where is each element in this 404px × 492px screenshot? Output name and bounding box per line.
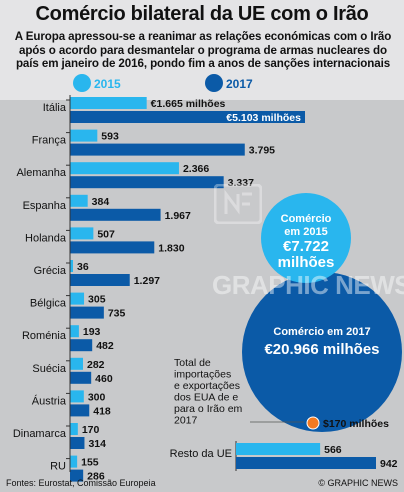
bar-2015: [70, 129, 98, 142]
bar-2015: [70, 455, 78, 468]
category-label: Áustria: [32, 394, 67, 407]
bar-2017: [70, 437, 85, 449]
us-note-line: para o Irão em: [174, 403, 243, 415]
bar-2015: [70, 325, 79, 338]
category-label: Roménia: [22, 330, 67, 342]
category-label: Espanha: [23, 200, 67, 212]
bar-2017: [70, 306, 104, 319]
subtitle-line: A Europa apressou-se a reanimar as relaç…: [14, 30, 392, 43]
sources-note: Fontes: Eurostat, Comissão Europeia: [6, 478, 156, 488]
value-label-2017: 1.967: [165, 210, 191, 222]
value-label-2017: 482: [96, 340, 114, 352]
legend-marker-2015: [73, 74, 91, 92]
category-label: Alemanha: [16, 167, 66, 179]
value-label-2015: 300: [88, 391, 106, 403]
value-label-2015: 155: [81, 457, 99, 469]
chart-title: Comércio bilateral da UE com o Irão: [35, 3, 369, 25]
us-note-line: importações: [174, 369, 231, 381]
category-label: Grécia: [34, 265, 67, 277]
value-label-2017: 460: [95, 373, 113, 385]
bar-2015: [70, 97, 147, 109]
value-label-2015: 2.366: [183, 163, 209, 175]
value-label-2017: 735: [108, 308, 126, 320]
value-label-2015: 170: [82, 424, 100, 436]
total-2015-value: milhões: [278, 254, 335, 271]
category-label: RU: [50, 461, 66, 473]
value-label-2015: 305: [88, 294, 106, 306]
bar-2015: [70, 423, 78, 435]
rest-of-eu-value-2017: 942: [380, 458, 398, 470]
bar-2015: [70, 390, 84, 403]
bar-2015: [70, 292, 85, 305]
us-note-line: 2017: [174, 415, 198, 427]
value-label-2017: 3.795: [249, 145, 275, 157]
bar-2017: [70, 274, 130, 286]
bar-2017: [70, 208, 161, 221]
total-2017-value: €20.966 milhões: [264, 341, 379, 358]
bar-2015: [70, 260, 73, 272]
bar-2015: [70, 162, 179, 175]
bar-2017: [70, 371, 92, 384]
category-label: Dinamarca: [13, 428, 67, 440]
bar-2015: [70, 357, 83, 370]
us-note-value: $170 milhões: [323, 418, 389, 430]
chart-subtitle: A Europa apressou-se a reanimar as relaç…: [6, 30, 400, 71]
category-label: Bélgica: [30, 298, 67, 310]
legend-label-2015: 2015: [94, 77, 121, 91]
bar-2015: [70, 194, 88, 207]
total-2017-bubble: [242, 272, 402, 432]
value-label-2015: 36: [77, 261, 89, 273]
rest-of-eu-bar-2017: [236, 457, 376, 469]
total-2015-label: Comércio: [281, 213, 332, 225]
value-label-2015: 282: [87, 359, 105, 371]
bar-2017: [70, 111, 305, 123]
total-2017-label: Comércio em 2017: [273, 326, 370, 338]
value-label-2017: 314: [88, 438, 106, 450]
legend-marker-2017: [205, 74, 223, 92]
header-panel: [0, 0, 404, 100]
value-label-2017: 1.830: [158, 242, 184, 254]
bar-2015: [70, 227, 94, 240]
category-label: França: [32, 135, 67, 147]
total-2015-bubble: [261, 193, 351, 283]
value-label-2015: 193: [83, 326, 101, 338]
rest-of-eu-label: Resto da UE: [170, 448, 232, 460]
category-label: Holanda: [25, 232, 67, 244]
value-label-2015: 384: [92, 196, 110, 208]
us-note-marker: [306, 416, 320, 430]
subtitle-line: após o acordo para desmantelar o program…: [18, 43, 388, 57]
bar-2017: [70, 469, 84, 482]
total-2015-label: em 2015: [284, 226, 327, 238]
rest-of-eu-bar-2015: [236, 443, 321, 455]
value-label-2017: 286: [87, 471, 105, 483]
subtitle-line: país em janeiro de 2016, pondo fim a ano…: [15, 57, 391, 70]
credit-note: © GRAPHIC NEWS: [318, 478, 398, 488]
value-label-2017: 1.297: [134, 275, 160, 287]
category-label: Suécia: [32, 363, 67, 375]
total-2015-value: €7.722: [283, 238, 329, 255]
rest-of-eu-value-2015: 566: [324, 444, 342, 456]
value-label-2017: €5.103 milhões: [226, 112, 301, 124]
bar-2017: [70, 339, 93, 352]
bar-2017: [70, 404, 90, 417]
bar-2017: [70, 143, 245, 156]
us-note-line: dos EUA de e: [174, 392, 238, 404]
watermark-text: GRAPHIC NEWS: [212, 270, 404, 300]
value-label-2015: 507: [97, 228, 115, 240]
value-label-2015: 593: [101, 131, 119, 143]
watermark-logo: [214, 184, 262, 224]
legend-label-2017: 2017: [226, 77, 253, 91]
category-label: Itália: [43, 102, 67, 114]
value-label-2017: 3.337: [228, 177, 254, 189]
bar-2017: [70, 241, 155, 254]
value-label-2015: €1.665 milhões: [151, 98, 226, 110]
us-note-line: e exportações: [174, 380, 240, 392]
us-note-line: Total de: [174, 357, 211, 369]
bar-2017: [70, 176, 224, 189]
value-label-2017: 418: [93, 405, 111, 417]
